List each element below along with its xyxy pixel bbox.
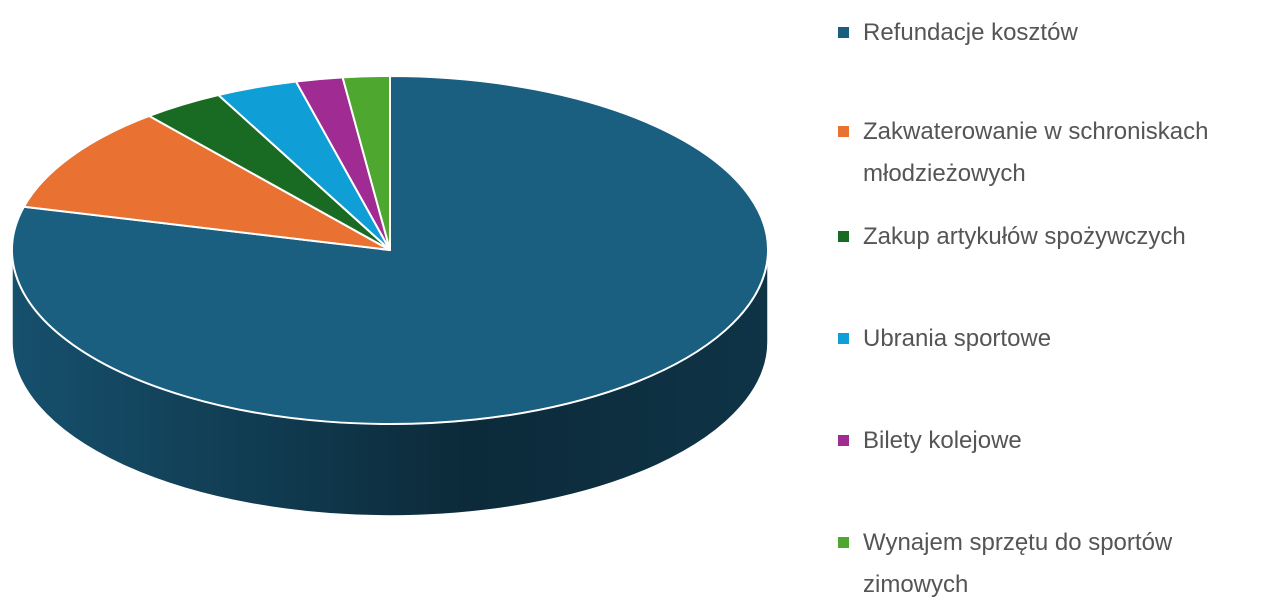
legend-swatch <box>838 27 849 38</box>
legend-label: Ubrania sportowe <box>863 325 1052 352</box>
legend-item: Zakup artykułów spożywczych <box>838 216 1258 258</box>
legend-label: Bilety kolejowe <box>863 427 1022 454</box>
legend-item: Refundacje kosztów <box>838 12 1258 54</box>
legend-item: Ubrania sportowe <box>838 318 1258 360</box>
legend-item: Wynajem sprzętu do sportów zimowych <box>838 522 1258 606</box>
legend-item: Bilety kolejowe <box>838 420 1258 462</box>
legend-swatch <box>838 126 849 137</box>
legend-item: Zakwaterowanie w schroniskach młodzieżow… <box>838 111 1258 195</box>
legend-swatch <box>838 231 849 242</box>
legend-label: Refundacje kosztów <box>863 19 1078 46</box>
legend-label: Zakwaterowanie w schroniskach młodzieżow… <box>863 118 1209 187</box>
legend-label: Zakup artykułów spożywczych <box>863 223 1186 250</box>
legend-label: Wynajem sprzętu do sportów zimowych <box>863 529 1173 598</box>
chart <box>11 75 769 517</box>
slice <box>11 75 769 425</box>
slice <box>22 114 391 251</box>
legend-swatch <box>838 537 849 548</box>
slice <box>341 75 391 251</box>
legend-swatch <box>838 435 849 446</box>
legend-swatch <box>838 333 849 344</box>
